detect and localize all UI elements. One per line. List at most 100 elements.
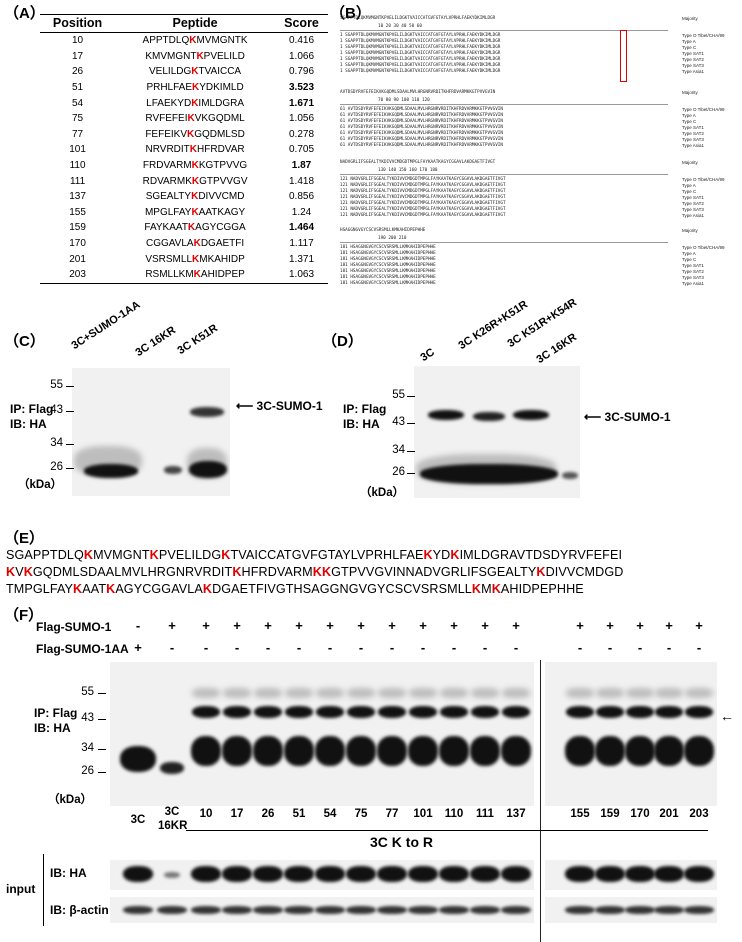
alignment-ruler: 70 80 90 100 110 120 — [378, 98, 430, 103]
lane-label-d-1: 3C — [418, 346, 437, 364]
type-label: Type SAT2 — [682, 269, 704, 274]
band-upper-smear — [471, 688, 499, 698]
band-3c — [439, 736, 469, 766]
sumo-lysine: K — [23, 565, 33, 579]
actin-band — [191, 906, 221, 914]
position-cell: 54 — [71, 97, 84, 109]
alignment-row: 61 AVTDSDYRVFEFEIKVKGQDMLSDAALMVLHRGNRVR… — [340, 113, 503, 118]
band-sumo — [192, 706, 220, 718]
sign-sumo1: + — [606, 618, 614, 633]
marker-d-26: 26 — [392, 466, 405, 478]
alignment-consensus: AVTDSDYRVFEFEIKVKGQDMLSDAALMVLHRGNRVRDIT… — [340, 90, 496, 95]
lane-label-position: 159 — [600, 808, 620, 820]
position-cell: 51 — [71, 82, 84, 94]
sequence-e-line-2: KVKGQDMLSDAALMVLHRGNRVRDITKHFRDVARMKKGTP… — [6, 564, 736, 581]
ip-label-d: IP: Flag — [343, 402, 387, 416]
lane-label-16kr: 3C — [164, 806, 180, 818]
marker-d-34: 34 — [392, 444, 405, 456]
peptide-post: MKAHIDP — [199, 253, 245, 265]
actin-band — [253, 906, 283, 914]
sumo-lysine: K — [193, 269, 201, 281]
sequence-e-line-1: SGAPPTDLQKMVMGNTKPVELILDGKTVAICCATGVFGTA… — [6, 547, 736, 564]
blot-c — [72, 368, 230, 496]
score-cell: 1.371 — [289, 253, 315, 265]
score-cell: 1.464 — [289, 222, 315, 234]
type-label: Type SAT1 — [682, 263, 704, 268]
alignment-row: 61 AVTDSDYRVFEFEIKVKGQDMLSDAALMVLHRGNRVR… — [340, 137, 503, 142]
ib-actin-label: IB: β-actin — [50, 903, 109, 917]
blot-f-left — [110, 662, 534, 806]
peptide-pre: RVFEFEI — [145, 113, 188, 125]
peptide-pre: FAYKAAT — [144, 222, 188, 234]
marker-f-26: 26 — [81, 765, 94, 777]
sign-sumo1aa: - — [696, 640, 702, 655]
ib-label-d: IB: HA — [343, 417, 380, 431]
peptide-post: KGTPVVG — [198, 160, 248, 172]
type-label: Type O Tibet/CHA/99 — [682, 177, 725, 182]
arrow-icon: ⟵ — [236, 399, 254, 413]
sumo-lysine: K — [6, 565, 16, 579]
input-ha-band — [377, 866, 407, 882]
position-cell: 10 — [71, 35, 84, 47]
peptide-cell: NRVRDITKHFRDVAR — [115, 142, 275, 158]
alignment-divider — [340, 242, 668, 243]
band-upper-smear — [192, 688, 220, 698]
sumo-lysine: K — [189, 144, 198, 156]
sequence-segment: TVAICCATGVFGTAYLVPRHLFAE — [230, 548, 424, 562]
lane-label-position: 170 — [630, 808, 650, 820]
actin-band — [595, 906, 625, 914]
kda-label-f: （kDa） — [48, 794, 93, 806]
peptide-cell: PRHLFAEKYDKIMLD — [115, 80, 275, 96]
alignment-consensus: HSAGGNGVGYCSCVSRSMLLKMKAHIDPEPHHE — [340, 228, 426, 233]
position-cell: 110 — [69, 160, 86, 172]
alignment-row: 1 SGAPPTDLQKMVMGNTKPVELILDGKTVAICCATGVFG… — [340, 39, 501, 44]
type-label: Type O Tibet/CHA/99 — [682, 245, 725, 250]
table-row: 101 NRVRDITKHFRDVAR 0.705 — [40, 142, 328, 158]
input-ha-band — [439, 866, 469, 882]
table-row: 203 RSMLLKMKAHIDPEP 1.063 — [40, 266, 328, 284]
peptide-post: PVELILD — [203, 50, 245, 62]
band-3c — [470, 736, 500, 766]
band-3c — [315, 736, 345, 766]
peptide-cell: FAYKAATKAGYCGGA — [115, 220, 275, 236]
sumo-lysine: K — [491, 582, 501, 596]
band-upper-smear — [596, 688, 624, 698]
band-sumo — [655, 706, 683, 718]
peptide-post: TVAICCA — [198, 66, 242, 78]
sign-sumo1aa: - — [451, 640, 457, 655]
peptide-pre: APPTDLQ — [142, 35, 190, 47]
sign-sumo1aa: - — [358, 640, 364, 655]
peptide-pre: CGGAVLA — [145, 238, 194, 250]
band-sumo — [409, 706, 437, 718]
actin-band — [284, 906, 314, 914]
input-ha-blot-left — [110, 860, 534, 890]
score-cell: 1.671 — [289, 97, 315, 109]
alignment-row: 1 SGAPPTDLQKMVMGNTKPVELILDGKTVAICCATGVFG… — [340, 51, 501, 56]
table-row: 137 SGEALTYKDIVVCMD 0.856 — [40, 189, 328, 205]
peptide-post: AGYCGGA — [195, 222, 246, 234]
sign-sumo1aa: - — [513, 640, 519, 655]
band-sumo — [378, 706, 406, 718]
ip-label-c: IP: Flag — [10, 402, 54, 416]
flag-sumo1aa-label: Flag-SUMO-1AA — [36, 642, 129, 656]
type-label: Type SAT1 — [682, 195, 704, 200]
input-ha-band — [123, 866, 153, 882]
input-ha-band — [595, 866, 625, 882]
actin-band — [222, 906, 252, 914]
score-cell: 1.056 — [289, 113, 315, 125]
score-cell: 1.87 — [291, 160, 312, 172]
sequence-e-line-3: TMPGLFAYKAATKAGYCGGAVLAKDGAETFIVGTHSAGGN… — [6, 581, 736, 598]
sequence-e: SGAPPTDLQKMVMGNTKPVELILDGKTVAICCATGVFGTA… — [6, 547, 736, 598]
type-label: Type SAT3 — [682, 63, 704, 68]
score-cell: 0.856 — [289, 191, 315, 203]
sign-sumo1aa: - — [327, 640, 333, 655]
lane-label-position: 10 — [199, 808, 213, 820]
sequence-segment: SGAPPTDLQ — [6, 548, 84, 562]
table-row: 10 APPTDLQKMVMGNTK 0.416 — [40, 33, 328, 49]
peptide-post: DIVVCMD — [198, 191, 245, 203]
type-label: Type O Tibet/CHA/99 — [682, 107, 725, 112]
peptide-pre: SGEALTY — [145, 191, 192, 203]
score-header: Score — [275, 14, 328, 33]
sign-sumo1aa: - — [482, 640, 488, 655]
actin-band — [625, 906, 655, 914]
